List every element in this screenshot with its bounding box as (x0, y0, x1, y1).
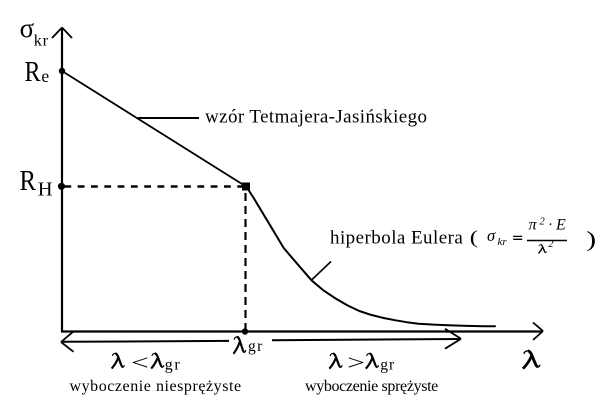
svg-text:H: H (38, 179, 53, 201)
svg-text:σ: σ (487, 226, 496, 245)
svg-text:kr: kr (498, 236, 508, 248)
svg-text:wzór Tetmajera-Jasińskiego: wzór Tetmajera-Jasińskiego (205, 107, 427, 128)
svg-text:R: R (20, 165, 37, 197)
svg-text:<: < (131, 351, 149, 375)
svg-text:wyboczenie sprężyste: wyboczenie sprężyste (305, 378, 438, 395)
svg-text:σ: σ (20, 13, 35, 43)
svg-text:(: ( (470, 226, 478, 248)
svg-text:gr: gr (165, 357, 182, 374)
svg-text:2: 2 (548, 239, 554, 250)
svg-text:·: · (548, 217, 553, 233)
svg-text:gr: gr (248, 338, 264, 355)
svg-text:hiperbola Eulera: hiperbola Eulera (330, 228, 463, 249)
svg-text:π: π (529, 217, 538, 234)
svg-text:R: R (25, 56, 42, 88)
svg-text:gr: gr (380, 357, 395, 374)
svg-text:kr: kr (34, 30, 49, 49)
svg-text:): ) (586, 227, 596, 251)
svg-text:e: e (41, 66, 49, 86)
svg-text:2: 2 (540, 217, 546, 228)
svg-text:>: > (347, 351, 365, 375)
svg-text:wyboczenie niesprężyste: wyboczenie niesprężyste (70, 378, 242, 395)
svg-text:E: E (555, 217, 566, 234)
